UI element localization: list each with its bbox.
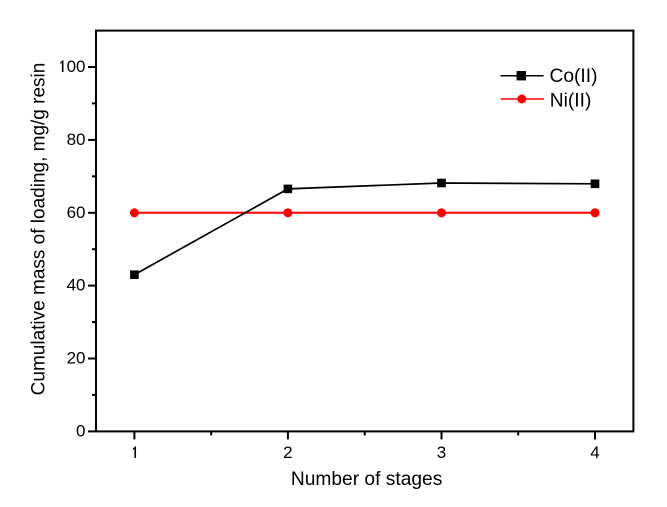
svg-text:2: 2: [283, 443, 292, 462]
svg-text:Co(II): Co(II): [550, 66, 598, 87]
svg-text:4: 4: [590, 443, 599, 462]
svg-text:00: 00: [67, 57, 86, 76]
svg-text:Number of stages: Number of stages: [291, 469, 442, 490]
svg-text:0: 0: [76, 421, 85, 440]
svg-text:80: 80: [67, 130, 86, 149]
svg-text:Ni(II): Ni(II): [550, 91, 592, 112]
svg-text:60: 60: [67, 203, 86, 222]
svg-text:Cumulative mass of loading, mg: Cumulative mass of loading, mg/g resin: [28, 63, 49, 396]
svg-text:40: 40: [67, 276, 86, 295]
svg-text:3: 3: [437, 443, 446, 462]
svg-text:20: 20: [67, 349, 86, 368]
